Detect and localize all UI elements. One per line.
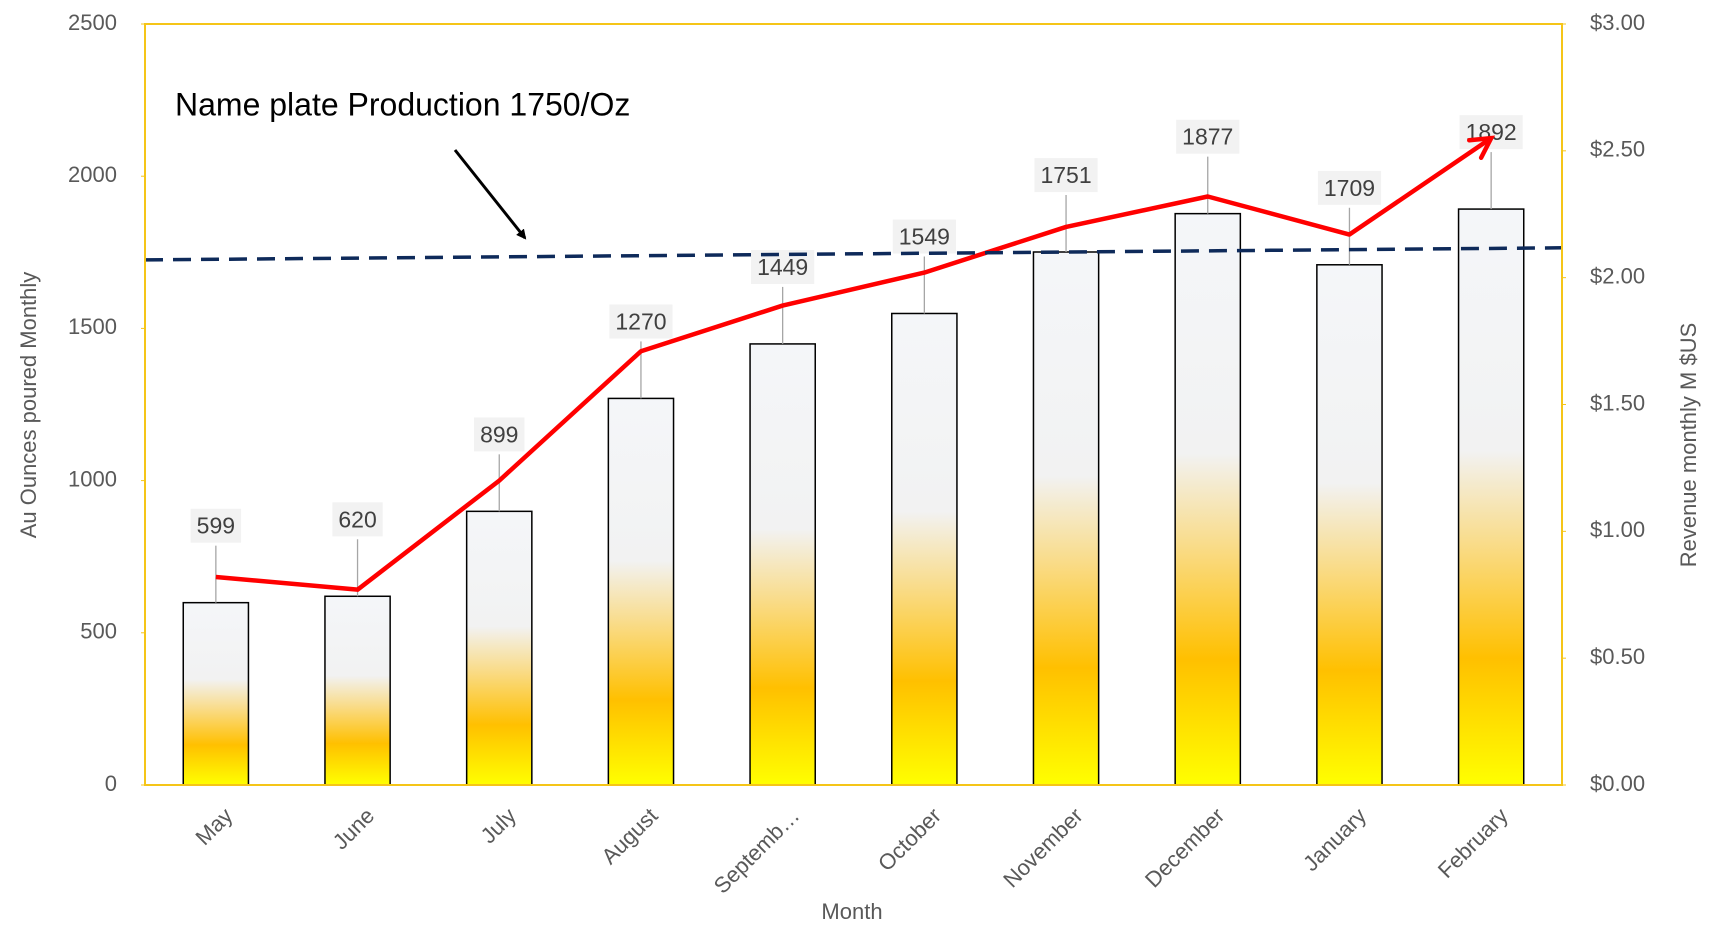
x-tick-label: January <box>1298 803 1371 876</box>
bar <box>324 595 391 786</box>
x-tick-label: August <box>596 803 662 869</box>
y2-tick-label: $2.50 <box>1590 137 1645 162</box>
y2-tick-label: $2.00 <box>1590 263 1645 288</box>
x-tick-label: June <box>328 803 379 854</box>
x-axis-title: Month <box>821 899 882 924</box>
data-label: 1751 <box>1040 162 1091 188</box>
y-tick-label: 2000 <box>68 162 117 187</box>
y-tick-label: 1000 <box>68 466 117 491</box>
y2-axis-title: Revenue monthly M $US <box>1676 323 1701 568</box>
x-tick-label: July <box>476 803 521 848</box>
annotation-arrow <box>453 149 527 240</box>
y2-tick-label: $0.50 <box>1590 644 1645 669</box>
y-tick-label: 500 <box>80 619 117 644</box>
y-tick-label: 2500 <box>68 10 117 35</box>
bar <box>1174 212 1242 786</box>
data-label: 899 <box>480 421 518 447</box>
data-label: 1709 <box>1324 175 1375 201</box>
x-tick-label: November <box>998 803 1087 892</box>
arrow-head <box>1467 135 1496 160</box>
x-tick-label: May <box>190 803 237 850</box>
x-tick-label: December <box>1140 803 1229 892</box>
data-label: 1449 <box>757 254 808 280</box>
bar <box>465 510 533 786</box>
y2-tick-label: $1.00 <box>1590 517 1645 542</box>
data-label-box <box>474 417 525 452</box>
x-tick-label: October <box>873 803 946 876</box>
bar <box>607 397 675 786</box>
y-tick-label: 0 <box>105 771 117 796</box>
data-label: 1549 <box>899 224 950 250</box>
revenue-line <box>215 136 1493 592</box>
annotation: Name plate Production 1750/Oz <box>175 86 630 122</box>
y-tick-label: 1500 <box>68 314 117 339</box>
data-label: 620 <box>338 506 376 532</box>
y2-tick-label: $1.50 <box>1590 390 1645 415</box>
data-label-box <box>332 502 383 537</box>
data-label-box <box>1317 170 1382 205</box>
bar <box>1457 208 1525 786</box>
bar <box>891 312 958 786</box>
y2-tick-label: $0.00 <box>1590 771 1645 796</box>
data-label-box <box>892 219 956 254</box>
data-label-box <box>1034 158 1098 193</box>
x-tick-label: February <box>1433 803 1513 883</box>
data-label-box <box>609 304 673 339</box>
bar <box>749 343 816 786</box>
bar <box>1316 264 1383 786</box>
y2-tick-label: $3.00 <box>1590 10 1645 35</box>
data-label-box <box>1459 115 1523 150</box>
bar <box>1032 251 1100 786</box>
data-label: 1877 <box>1182 124 1233 150</box>
data-label-box <box>1176 119 1240 154</box>
nameplate-line <box>144 245 1573 262</box>
y-axis-title: Au Ounces poured Monthly <box>16 272 41 539</box>
data-label: 1270 <box>615 308 666 334</box>
plot-frame <box>144 23 1563 786</box>
data-label-box <box>190 508 242 543</box>
data-label: 599 <box>197 513 235 539</box>
bar <box>182 601 250 786</box>
x-tick-label: Septemb… <box>709 803 805 899</box>
